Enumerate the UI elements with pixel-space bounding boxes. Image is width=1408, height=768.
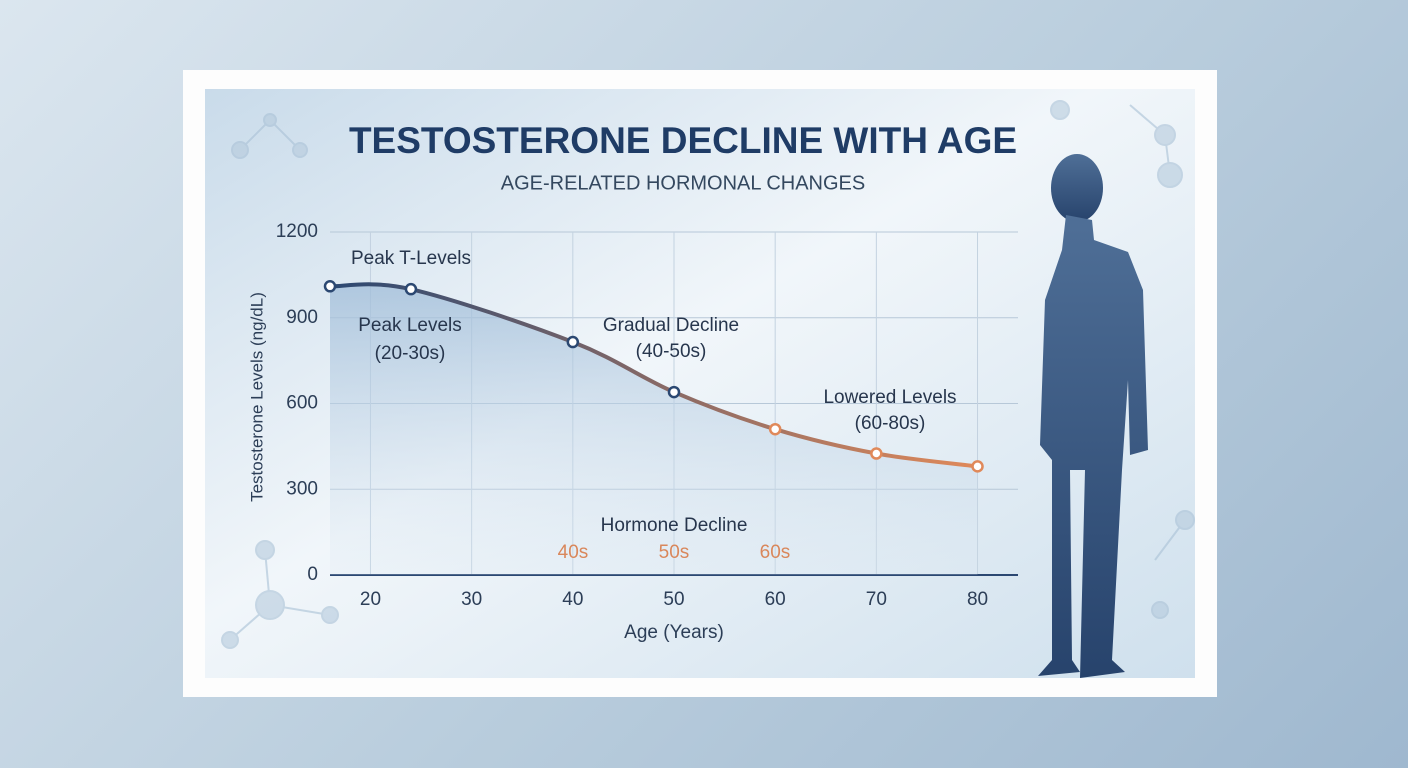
x-tick-label: 80 [967, 589, 988, 610]
point-marker [768, 422, 782, 436]
chart-subtitle: AGE-RELATED HORMONAL CHANGES [501, 172, 866, 194]
annotation: 50s [659, 542, 690, 563]
chart-title: TESTOSTERONE DECLINE WITH AGE [349, 120, 1017, 161]
y-tick-label: 300 [286, 478, 318, 499]
annotation: Gradual Decline [603, 315, 739, 336]
annotation: Peak T-Levels [351, 248, 471, 269]
x-tick-label: 20 [360, 589, 381, 610]
annotation: (20-30s) [375, 343, 446, 364]
annotation: (40-50s) [636, 341, 707, 362]
y-tick-label: 600 [286, 393, 318, 414]
x-tick-label: 70 [866, 589, 887, 610]
annotation: 40s [558, 542, 589, 563]
x-tick-label: 30 [461, 589, 482, 610]
point-marker [566, 335, 580, 349]
point-marker [404, 282, 418, 296]
x-tick-label: 40 [562, 589, 583, 610]
annotation: 60s [760, 542, 791, 563]
y-tick-label: 0 [307, 564, 318, 585]
x-tick-label: 60 [765, 589, 786, 610]
annotation: (60-80s) [855, 413, 926, 434]
point-marker [323, 280, 337, 293]
annotation: Hormone Decline [601, 515, 748, 536]
x-tick-label: 50 [663, 589, 684, 610]
y-axis-label: Testosterone Levels (ng/dL) [247, 292, 266, 502]
annotation: Lowered Levels [823, 387, 956, 408]
annotation: Peak Levels [358, 315, 462, 336]
point-marker [667, 385, 681, 399]
x-axis-label: Age (Years) [624, 622, 724, 643]
y-tick-label: 900 [286, 307, 318, 328]
molecule-decor [221, 100, 1195, 649]
y-tick-label: 1200 [276, 221, 318, 242]
man-silhouette [1038, 154, 1148, 678]
point-marker [971, 460, 984, 473]
area-fill [330, 284, 978, 575]
point-marker [870, 447, 883, 460]
